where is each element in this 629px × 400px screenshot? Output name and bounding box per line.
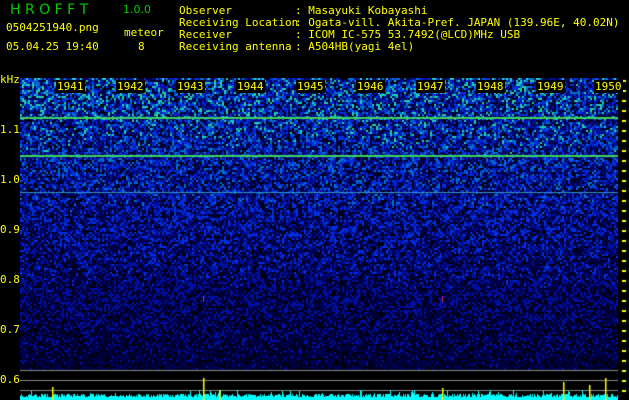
x-tick-label: 1944 — [236, 80, 265, 93]
meteor-label: meteor — [124, 26, 164, 39]
y-tick-label: 1.1 — [0, 123, 20, 136]
info-label: Observer — [179, 4, 232, 17]
app-version: 1.0.0 — [123, 3, 151, 16]
x-tick-label: 1948 — [476, 80, 505, 93]
info-value: ICOM IC-575 53.7492(@LCD)MHz USB — [308, 28, 521, 41]
spectrogram — [20, 78, 629, 400]
y-tick-label: 0.8 — [0, 273, 20, 286]
info-label: Receiving Location — [179, 16, 299, 29]
x-tick-label: 1949 — [536, 80, 565, 93]
y-tick-label: 0.7 — [0, 323, 20, 336]
datetime: 05.04.25 19:40 — [6, 40, 99, 53]
x-tick-label: 1950 — [594, 80, 623, 93]
x-tick-label: 1942 — [116, 80, 145, 93]
filename: 0504251940.png — [6, 21, 99, 34]
x-tick-label: 1943 — [176, 80, 205, 93]
x-tick-label: 1945 — [296, 80, 325, 93]
info-label: Receiving antenna — [179, 40, 292, 53]
y-tick-label: 1.0 — [0, 173, 20, 186]
info-label: Receiver — [179, 28, 232, 41]
info-value: A504HB(yagi 4el) — [308, 40, 415, 53]
x-tick-label: 1941 — [56, 80, 85, 93]
info-value: Ogata-vill. Akita-Pref. JAPAN (139.96E, … — [308, 16, 620, 29]
x-tick-label: 1947 — [416, 80, 445, 93]
y-axis-unit: kHz — [0, 73, 20, 86]
x-tick-label: 1946 — [356, 80, 385, 93]
y-tick-label: 0.6 — [0, 373, 20, 386]
app-title: H R O F F T — [10, 2, 89, 18]
info-value: Masayuki Kobayashi — [308, 4, 428, 17]
meteor-count: 8 — [138, 40, 145, 53]
y-tick-label: 0.9 — [0, 223, 20, 236]
